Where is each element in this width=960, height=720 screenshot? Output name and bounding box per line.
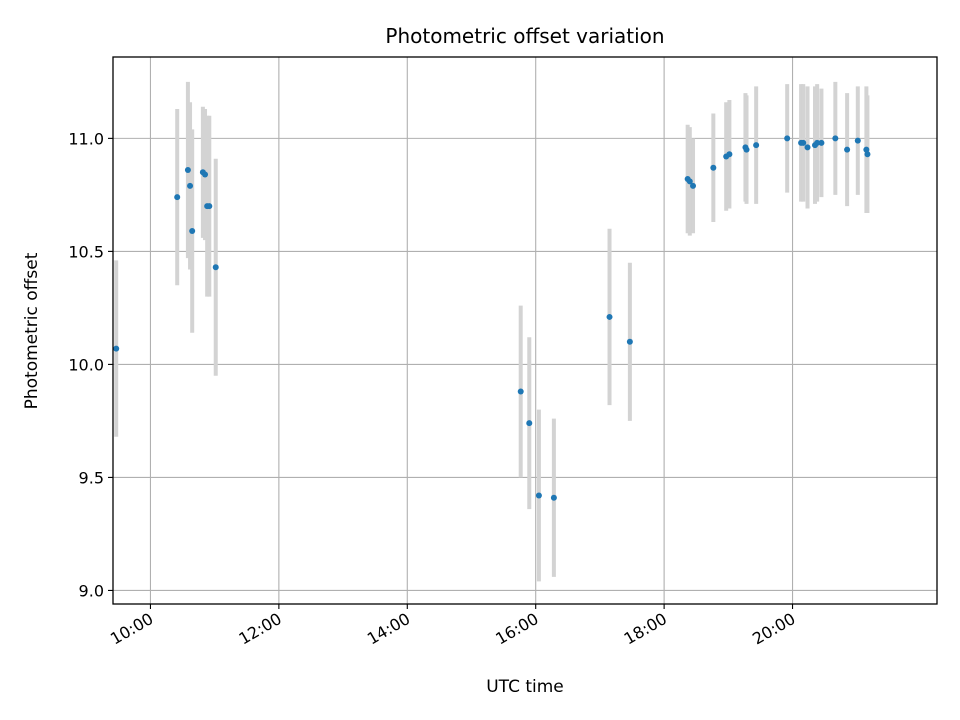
data-point xyxy=(626,338,633,345)
data-point xyxy=(212,264,219,271)
data-point xyxy=(526,420,533,427)
data-point xyxy=(832,135,839,142)
data-point xyxy=(726,151,733,158)
data-point xyxy=(710,164,717,171)
y-tick-label: 11.0 xyxy=(68,129,104,148)
data-point xyxy=(743,146,750,153)
x-axis-label: UTC time xyxy=(486,677,564,697)
data-point xyxy=(844,146,851,153)
data-point xyxy=(753,142,760,149)
data-point xyxy=(863,146,870,153)
data-point xyxy=(818,139,825,146)
data-points xyxy=(113,135,871,501)
data-point xyxy=(202,171,209,178)
data-point xyxy=(189,228,196,235)
y-tick-label: 10.0 xyxy=(68,355,104,374)
data-point xyxy=(550,494,557,501)
data-point xyxy=(854,137,861,144)
data-point xyxy=(784,135,791,142)
data-point xyxy=(686,178,693,185)
data-point xyxy=(174,194,181,201)
y-tick-label: 9.0 xyxy=(79,581,104,600)
data-point xyxy=(187,182,194,189)
y-tick-label: 9.5 xyxy=(79,468,104,487)
data-point xyxy=(864,151,871,158)
data-point xyxy=(690,182,697,189)
chart-title: Photometric offset variation xyxy=(385,24,664,48)
plot-frame xyxy=(112,56,938,605)
data-point xyxy=(800,139,807,146)
data-point xyxy=(606,313,613,320)
data-point xyxy=(814,139,821,146)
y-axis-label: Photometric offset xyxy=(22,252,42,409)
data-point xyxy=(206,203,213,210)
y-tick-label: 10.5 xyxy=(68,242,104,261)
data-point xyxy=(184,167,191,174)
data-point xyxy=(113,345,120,352)
data-point xyxy=(517,388,524,395)
data-point xyxy=(804,144,811,151)
data-point xyxy=(535,492,542,499)
